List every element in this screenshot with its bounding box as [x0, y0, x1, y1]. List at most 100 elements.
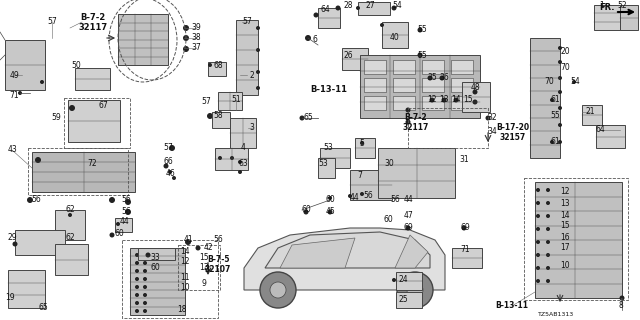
- Text: 13: 13: [560, 199, 570, 209]
- Text: 13: 13: [199, 262, 209, 271]
- Bar: [55, 244, 88, 275]
- Circle shape: [305, 35, 311, 41]
- Bar: [364, 96, 386, 110]
- Bar: [530, 38, 560, 158]
- Bar: [422, 60, 444, 74]
- Circle shape: [135, 269, 139, 273]
- Bar: [122, 240, 218, 318]
- Bar: [393, 60, 415, 74]
- Circle shape: [558, 46, 562, 50]
- Text: 27: 27: [365, 1, 375, 10]
- Circle shape: [163, 164, 168, 169]
- Bar: [524, 178, 628, 300]
- Circle shape: [109, 197, 115, 203]
- Text: B-17-20: B-17-20: [497, 124, 529, 132]
- Text: 17: 17: [560, 244, 570, 252]
- Circle shape: [429, 98, 435, 102]
- Circle shape: [397, 272, 433, 308]
- Circle shape: [328, 196, 332, 200]
- Circle shape: [417, 28, 422, 33]
- Circle shape: [550, 140, 554, 144]
- Bar: [28, 148, 128, 195]
- Text: 44: 44: [350, 194, 360, 203]
- Circle shape: [256, 70, 260, 74]
- Circle shape: [380, 23, 384, 27]
- Text: 10: 10: [180, 284, 190, 292]
- Circle shape: [135, 293, 139, 297]
- Circle shape: [13, 242, 17, 246]
- Circle shape: [407, 282, 423, 298]
- Bar: [138, 248, 175, 260]
- Bar: [350, 170, 392, 200]
- Circle shape: [208, 63, 212, 67]
- Bar: [178, 245, 220, 290]
- Text: 2: 2: [250, 70, 254, 79]
- Circle shape: [195, 245, 200, 251]
- Circle shape: [314, 12, 319, 18]
- Bar: [15, 230, 65, 255]
- Circle shape: [125, 199, 131, 205]
- Text: 12: 12: [428, 95, 436, 105]
- Text: 55: 55: [550, 110, 560, 119]
- Circle shape: [558, 76, 562, 80]
- Text: 5: 5: [360, 139, 364, 148]
- Text: 32157: 32157: [500, 133, 526, 142]
- Text: 29: 29: [7, 233, 17, 242]
- Bar: [422, 78, 444, 92]
- Bar: [355, 138, 375, 158]
- Text: 32117: 32117: [79, 23, 108, 33]
- Text: 45: 45: [325, 207, 335, 217]
- Text: 62: 62: [65, 233, 75, 242]
- Bar: [215, 148, 248, 170]
- Bar: [451, 78, 473, 92]
- Circle shape: [536, 253, 540, 257]
- Circle shape: [143, 309, 147, 313]
- Circle shape: [145, 252, 150, 258]
- Circle shape: [536, 266, 540, 270]
- Circle shape: [238, 160, 242, 164]
- Text: B-13-11: B-13-11: [310, 85, 348, 94]
- Text: B-7-2: B-7-2: [404, 114, 428, 123]
- Text: 48: 48: [470, 84, 480, 92]
- Text: 37: 37: [191, 44, 201, 52]
- Circle shape: [143, 277, 147, 281]
- Circle shape: [472, 90, 477, 94]
- Circle shape: [328, 210, 333, 214]
- Text: 56: 56: [390, 196, 400, 204]
- Text: 24: 24: [398, 276, 408, 284]
- Circle shape: [183, 35, 189, 41]
- Text: 57: 57: [47, 18, 57, 27]
- Text: 61: 61: [550, 95, 560, 105]
- Circle shape: [620, 295, 625, 300]
- Circle shape: [392, 5, 397, 11]
- Circle shape: [546, 240, 550, 244]
- Text: 33: 33: [150, 253, 160, 262]
- Text: 28: 28: [343, 1, 353, 10]
- Bar: [32, 152, 135, 192]
- Circle shape: [143, 269, 147, 273]
- Bar: [208, 62, 226, 76]
- Text: 50: 50: [71, 60, 81, 69]
- Bar: [115, 218, 132, 232]
- Text: 38: 38: [191, 34, 201, 43]
- Circle shape: [406, 226, 410, 230]
- Circle shape: [454, 98, 458, 102]
- Text: 55: 55: [417, 26, 427, 35]
- Text: 14: 14: [180, 247, 190, 257]
- Text: 15: 15: [463, 95, 473, 105]
- Text: 65: 65: [38, 303, 48, 313]
- Circle shape: [270, 282, 286, 298]
- Circle shape: [406, 119, 410, 124]
- Text: 10: 10: [560, 260, 570, 269]
- Circle shape: [135, 277, 139, 281]
- Bar: [620, 5, 638, 30]
- Text: 69: 69: [460, 223, 470, 233]
- Circle shape: [256, 86, 260, 90]
- Circle shape: [27, 197, 33, 203]
- Circle shape: [303, 210, 308, 214]
- Bar: [68, 100, 120, 142]
- Circle shape: [143, 253, 147, 257]
- Bar: [342, 48, 368, 70]
- Text: 32117: 32117: [403, 124, 429, 132]
- Circle shape: [169, 145, 175, 151]
